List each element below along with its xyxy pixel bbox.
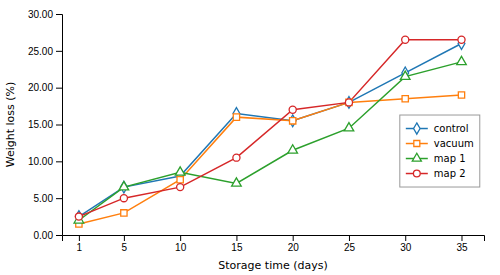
series-marker: [233, 114, 239, 120]
plot: 151015202530350.005.0010.0015.0020.0025.…: [28, 9, 485, 253]
y-axis: 0.00 5.00 10.00 15.00 20.00 25.00 30.00: [28, 9, 63, 241]
y-axis-tick: 30.00: [28, 9, 62, 20]
y-axis-tick-mark: [56, 235, 62, 236]
y-axis-tick-label: 10.00: [28, 156, 53, 167]
x-axis-tick: 20: [288, 235, 300, 253]
series-marker: [346, 97, 353, 109]
y-axis-line: [56, 15, 63, 236]
series-marker: [120, 195, 127, 202]
x-axis-tick: 25: [344, 235, 356, 253]
legend-swatch-marker: [412, 153, 421, 161]
series-marker: [175, 167, 185, 175]
y-axis-tick: 15.00: [28, 119, 62, 130]
x-axis-tick: 30: [400, 235, 412, 253]
x-axis-tick-mark: [349, 235, 350, 241]
legend-swatch-marker: [414, 123, 420, 134]
x-axis-tick-mark: [293, 235, 294, 241]
y-axis-tick-label: 20.00: [28, 82, 53, 93]
y-axis-tick-mark: [56, 88, 62, 89]
series-marker: [177, 184, 184, 191]
x-axis: 15101520253035: [63, 235, 485, 253]
series-marker: [289, 106, 296, 113]
x-axis-tick: 35: [456, 235, 468, 253]
legend-item: map 1: [406, 153, 466, 164]
series-marker: [458, 92, 464, 98]
x-axis-tick-label: 25: [344, 242, 356, 253]
legend-swatch-marker: [413, 170, 420, 177]
y-axis-tick-mark: [56, 198, 62, 199]
y-axis-tick: 10.00: [28, 156, 62, 167]
x-axis-tick-label: 5: [122, 242, 128, 253]
series-marker: [457, 56, 467, 64]
x-axis-line: [63, 236, 485, 242]
x-axis-tick-label: 1: [77, 242, 83, 253]
y-axis-tick-label: 5.00: [34, 193, 54, 204]
x-axis-tick-mark: [461, 235, 462, 241]
series-marker: [402, 36, 409, 43]
x-axis-tick-label: 20: [288, 242, 300, 253]
x-axis-tick-mark: [124, 235, 125, 241]
series-marker: [402, 96, 408, 102]
y-axis-tick: 0.00: [34, 230, 62, 241]
y-axis-tick-label: 30.00: [28, 9, 53, 20]
x-axis-tick: 5: [122, 235, 128, 253]
x-axis-tick: 1: [77, 235, 83, 253]
x-axis-tick-mark: [236, 235, 237, 241]
y-axis-tick: 25.00: [28, 46, 62, 57]
x-axis-tick: 15: [231, 235, 243, 253]
y-axis-tick-label: 25.00: [28, 46, 53, 57]
series-marker: [177, 177, 183, 183]
x-axis-title: Storage time (days): [218, 259, 327, 272]
series-marker: [121, 210, 127, 216]
x-axis-tick-mark: [180, 235, 181, 241]
x-axis-tick-label: 35: [456, 242, 468, 253]
series-marker: [288, 145, 298, 153]
series-marker: [233, 154, 240, 161]
series-marker: [75, 213, 82, 220]
x-axis-tick-mark: [79, 235, 80, 241]
legend-label: map 2: [434, 168, 466, 179]
series-marker: [233, 108, 240, 120]
legend-item: vacuum: [406, 138, 474, 149]
y-axis-tick-mark: [56, 161, 62, 162]
chart: 151015202530350.005.0010.0015.0020.0025.…: [0, 0, 500, 275]
y-axis-tick-label: 15.00: [28, 119, 53, 130]
y-axis-tick-label: 0.00: [34, 230, 54, 241]
series-marker: [458, 36, 465, 43]
x-axis-tick-label: 10: [175, 242, 187, 253]
legend-label: control: [434, 123, 469, 134]
y-axis-tick: 20.00: [28, 82, 62, 93]
legend-frame: [400, 115, 480, 187]
x-axis-tick: 10: [175, 235, 187, 253]
x-axis-tick-label: 15: [231, 242, 243, 253]
series-marker: [344, 123, 354, 131]
legend-swatch-marker: [414, 141, 420, 147]
legend-item: control: [406, 123, 469, 134]
series-marker: [119, 182, 129, 190]
legend-item: map 2: [406, 168, 466, 179]
y-axis-tick-mark: [56, 51, 62, 52]
y-axis-tick: 5.00: [34, 193, 62, 204]
y-axis-title: Weight loss (%): [4, 82, 17, 168]
series-marker: [400, 71, 410, 79]
y-axis-tick-mark: [56, 14, 62, 15]
series-marker: [290, 118, 296, 124]
series-marker: [345, 99, 352, 106]
legend-label: map 1: [434, 153, 466, 164]
x-axis-tick-label: 30: [400, 242, 412, 253]
legend-label: vacuum: [434, 138, 474, 149]
series-marker: [289, 115, 296, 127]
y-axis-tick-mark: [56, 125, 62, 126]
series-marker: [232, 178, 242, 186]
series-marker: [346, 99, 352, 105]
legend: control vacuum map 1 map 2: [400, 115, 480, 187]
x-axis-tick-mark: [405, 235, 406, 241]
